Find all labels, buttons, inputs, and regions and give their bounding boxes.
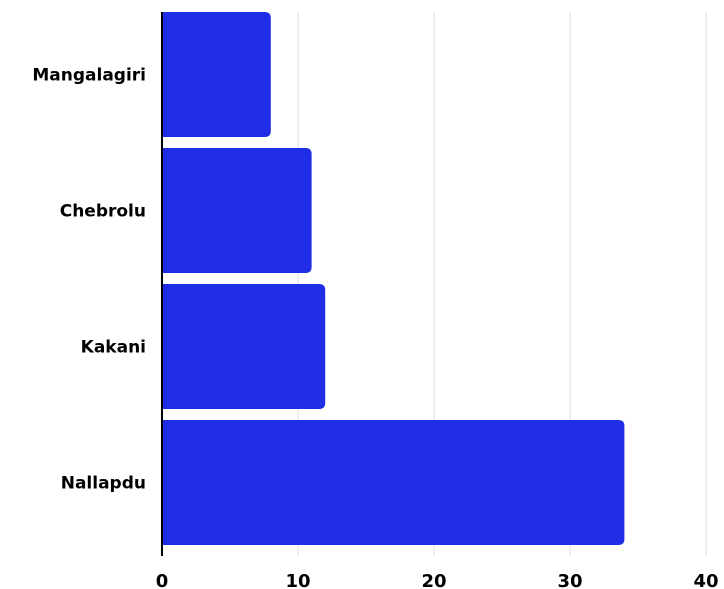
- category-label: Mangalagiri: [32, 66, 146, 86]
- bar: [162, 420, 625, 545]
- x-tick-label: 0: [156, 571, 169, 589]
- bars: [162, 12, 625, 545]
- category-label: Nallapdu: [61, 474, 146, 494]
- category-label: Kakani: [81, 338, 146, 358]
- x-tick-label: 10: [285, 571, 310, 589]
- x-tick-label: 40: [693, 571, 718, 589]
- x-tick-labels: 0 10 20 30 40: [156, 571, 719, 589]
- category-labels: Mangalagiri Chebrolu Kakani Nallapdu: [32, 66, 146, 494]
- bar: [162, 284, 326, 409]
- x-tick-label: 20: [421, 571, 446, 589]
- bar: [162, 148, 312, 273]
- x-tick-label: 30: [557, 571, 582, 589]
- category-label: Chebrolu: [60, 202, 146, 222]
- bar: [162, 12, 271, 137]
